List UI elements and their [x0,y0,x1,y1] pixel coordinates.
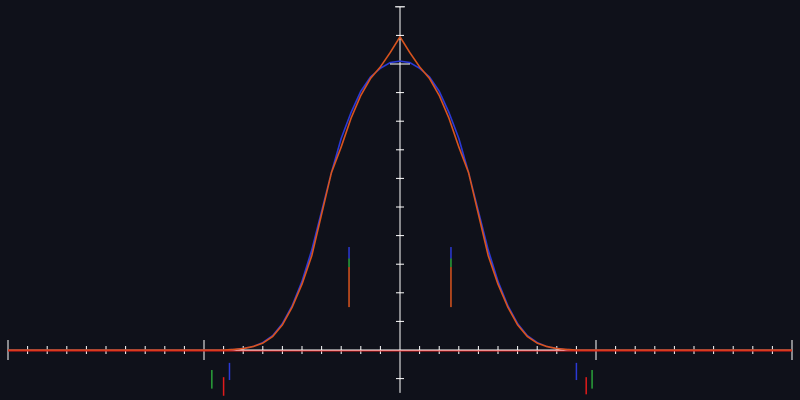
series-group [8,36,792,352]
axes-group [7,6,793,393]
markers-group [211,247,593,396]
series-line-1 [8,36,792,351]
